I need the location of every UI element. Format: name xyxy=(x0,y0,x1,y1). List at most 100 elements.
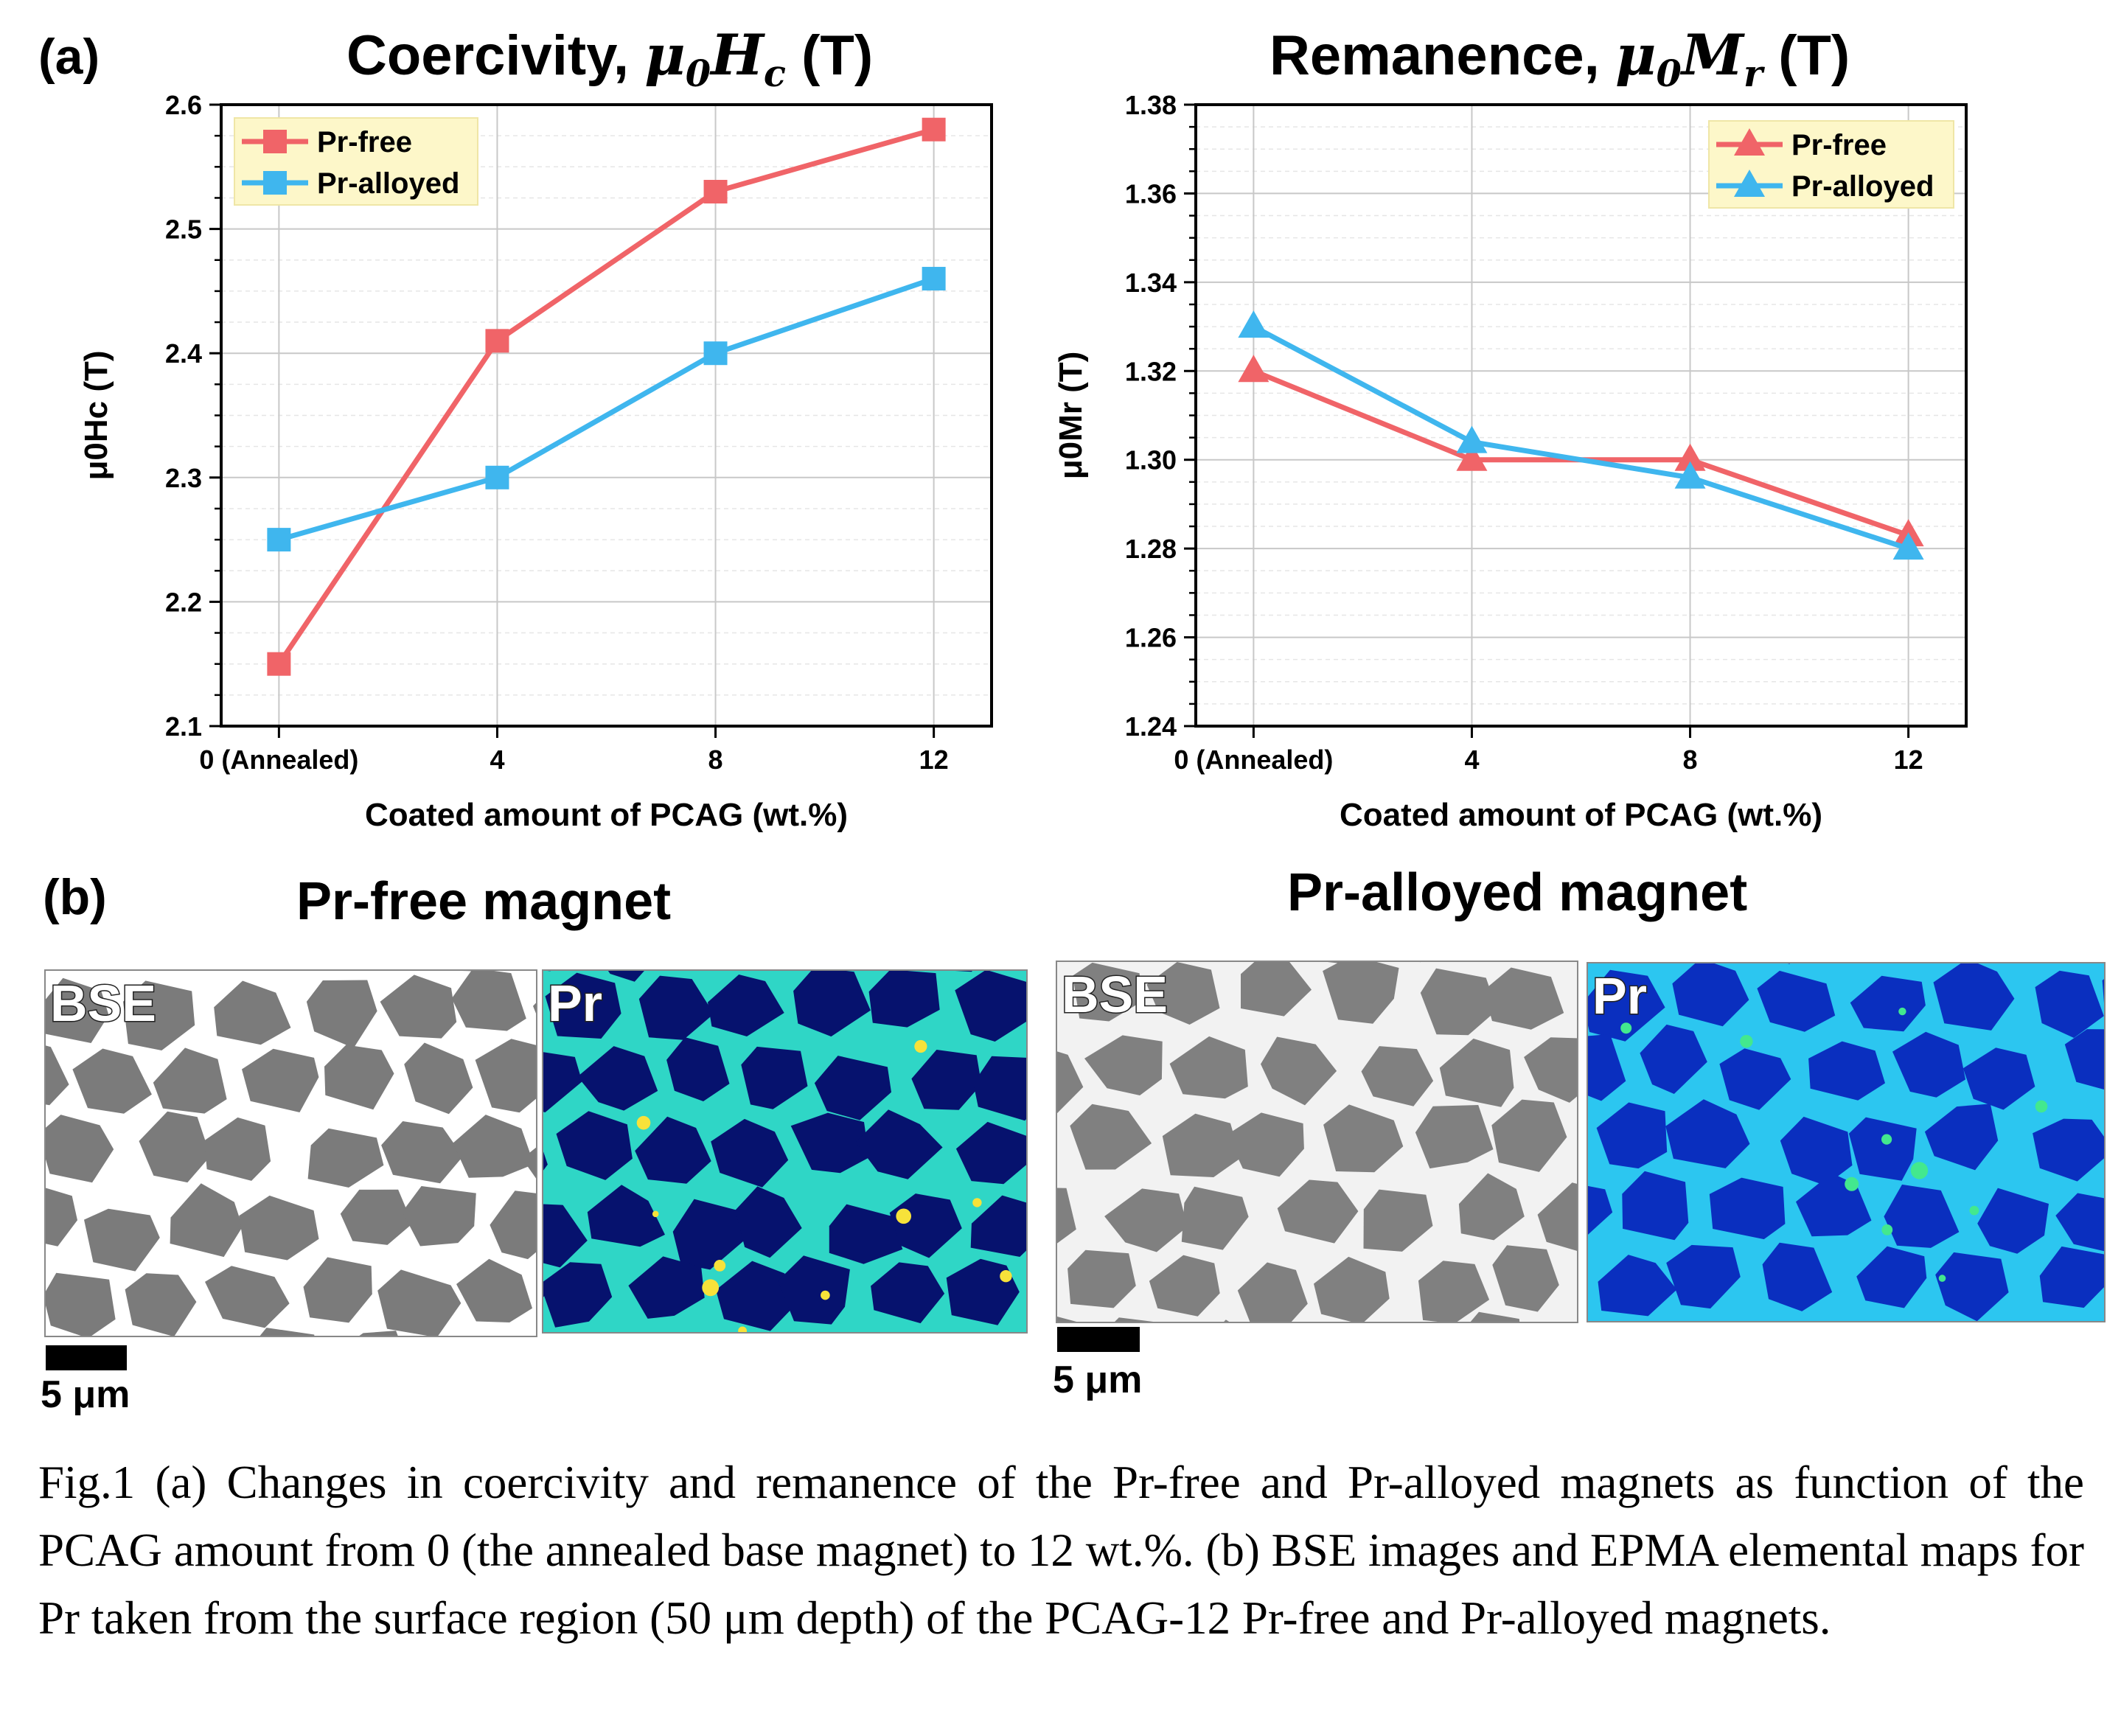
data-point xyxy=(485,465,509,489)
grain xyxy=(814,1056,891,1120)
grain xyxy=(955,1121,1026,1185)
y-tick-label: 1.26 xyxy=(1125,623,1177,653)
grain xyxy=(1415,1105,1494,1169)
grain xyxy=(672,1199,749,1270)
grain xyxy=(889,1193,962,1258)
grain xyxy=(1757,970,1836,1032)
pr-rich-spot xyxy=(1845,1176,1859,1191)
pr-free-pr-map: Pr xyxy=(542,969,1028,1334)
grain xyxy=(1787,963,1791,964)
grain xyxy=(1224,1320,1230,1322)
grain xyxy=(475,1039,536,1113)
grain xyxy=(303,1257,372,1323)
pr-rich-spot xyxy=(2035,1100,2048,1113)
pr-rich-spot xyxy=(821,1290,830,1300)
grain xyxy=(871,1262,945,1324)
grain xyxy=(242,1048,319,1112)
y-axis-label: μ0Hc (T) xyxy=(78,350,114,480)
pr-rich-spot xyxy=(1620,1022,1632,1034)
grain xyxy=(170,1183,243,1258)
grain xyxy=(1323,1104,1404,1173)
grain xyxy=(1323,962,1399,1024)
grain xyxy=(1962,1047,2035,1110)
grain xyxy=(1977,1188,2049,1254)
y-tick-label: 1.38 xyxy=(1125,90,1177,120)
series-line-pr-alloyed xyxy=(1252,324,1909,551)
pr-rich-spot xyxy=(714,1260,726,1272)
grain xyxy=(72,1048,152,1114)
grain xyxy=(1524,1037,1577,1103)
legend-marker xyxy=(263,130,287,153)
grain xyxy=(1458,1173,1525,1241)
grain xyxy=(84,1208,160,1272)
grain xyxy=(377,1269,462,1336)
x-tick-label: 8 xyxy=(1683,745,1698,775)
grain xyxy=(1588,1033,1626,1101)
grain xyxy=(2102,979,2104,1003)
grain xyxy=(2039,1246,2104,1308)
data-point xyxy=(922,267,946,291)
grain xyxy=(2035,970,2104,1038)
x-axis-label: Coated amount of PCAG (wt.%) xyxy=(1340,797,1822,833)
grain xyxy=(1327,962,1341,963)
data-point xyxy=(1674,443,1706,471)
pr-rich-spot xyxy=(1938,1275,1946,1282)
pr-free-bse-image: BSE xyxy=(44,969,537,1337)
grain xyxy=(855,1109,943,1179)
grain xyxy=(543,1262,613,1328)
y-tick-label: 1.34 xyxy=(1125,268,1177,298)
pr-rich-spot xyxy=(702,1279,720,1297)
y-tick-label: 2.3 xyxy=(165,463,202,493)
pr-rich-spot xyxy=(896,1208,911,1224)
pr-rich-spot xyxy=(738,1326,747,1332)
data-point xyxy=(267,652,291,676)
grain xyxy=(711,1118,789,1188)
x-tick-label: 4 xyxy=(1464,745,1479,775)
grain xyxy=(1892,1031,1966,1098)
grain xyxy=(1057,1051,1084,1114)
grain xyxy=(340,1189,413,1245)
grain xyxy=(1537,1182,1577,1251)
y-tick-label: 2.5 xyxy=(165,215,202,245)
pr-rich-spot xyxy=(1881,1224,1893,1235)
grain xyxy=(1439,1038,1514,1107)
grain xyxy=(911,1050,982,1110)
legend-marker xyxy=(1734,170,1765,197)
grain xyxy=(1856,1246,1927,1308)
pr-alloyed-pr-map: Pr xyxy=(1587,962,2106,1322)
pr-rich-spot xyxy=(1910,1162,1929,1179)
grain xyxy=(1241,962,1312,1017)
grain xyxy=(1665,1099,1750,1168)
grain xyxy=(1418,1261,1490,1322)
grain xyxy=(125,1273,197,1336)
grain xyxy=(522,1147,536,1179)
pr-rich-spot xyxy=(1881,1134,1892,1145)
series-line-pr-free xyxy=(276,127,935,666)
coercivity-chart-title: Coercivity, μ0Hc (T) xyxy=(346,22,874,96)
grain xyxy=(543,1052,582,1112)
legend-entry: Pr-alloyed xyxy=(317,167,459,200)
grain xyxy=(1470,1311,1520,1322)
pr-label: Pr xyxy=(547,974,604,1033)
y-tick-label: 1.24 xyxy=(1125,711,1177,742)
grain xyxy=(46,1272,116,1336)
grain xyxy=(404,1042,473,1115)
grain xyxy=(2055,1193,2104,1252)
data-point xyxy=(1892,532,1924,560)
grain xyxy=(973,1056,1026,1121)
data-point xyxy=(1674,461,1706,489)
grain xyxy=(46,1045,69,1106)
panel-label-a: (a) xyxy=(38,29,100,85)
grain xyxy=(456,1258,532,1322)
grain xyxy=(306,980,377,1048)
grain xyxy=(1622,1171,1689,1241)
grain xyxy=(1850,975,1926,1032)
grain xyxy=(1935,1252,2009,1321)
x-axis-label: Coated amount of PCAG (wt.%) xyxy=(365,797,848,833)
x-tick-label: 4 xyxy=(490,745,504,775)
grain xyxy=(543,1151,548,1171)
grain xyxy=(1588,969,1665,1042)
figure-caption: Fig.1 (a) Changes in coercivity and rema… xyxy=(38,1457,2084,1644)
grain xyxy=(1073,962,1142,1022)
x-tick-label: 8 xyxy=(708,745,723,775)
